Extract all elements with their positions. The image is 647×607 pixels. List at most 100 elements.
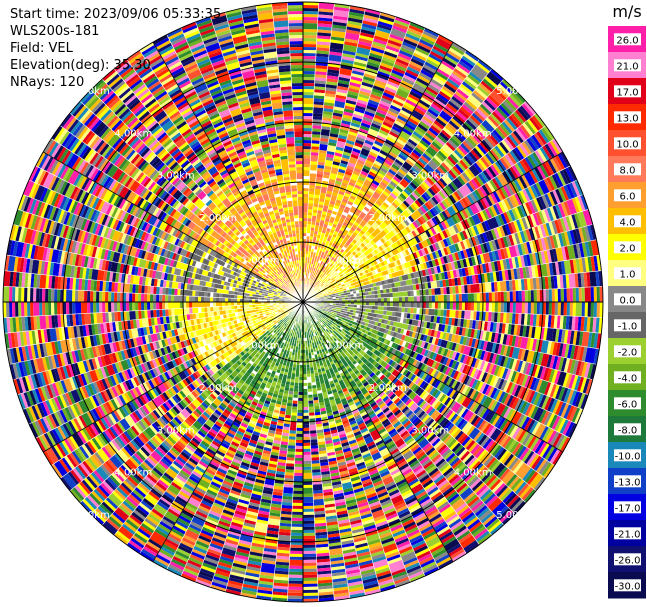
colorbar-tick-bg xyxy=(614,241,641,254)
azimuth-line xyxy=(42,151,304,303)
ray-separator xyxy=(302,301,504,526)
colorbar-tick-bg xyxy=(614,553,641,566)
ray-separator xyxy=(302,301,527,503)
colorbar-tick-bg xyxy=(614,449,641,462)
ray-separator xyxy=(255,301,304,599)
ray-separator xyxy=(13,301,304,380)
colorbar-tick-label: 0.0 xyxy=(620,295,636,306)
colorbar-tick-bg xyxy=(614,33,641,46)
range-ring-label: 3.00km xyxy=(411,171,449,182)
colorbar-tick-bg xyxy=(614,215,641,228)
ray-separator xyxy=(302,254,600,303)
colorbar-tick-bg xyxy=(614,501,641,514)
velocity-gates xyxy=(186,146,395,301)
colorbar-tick-label: 8.0 xyxy=(620,165,636,176)
colorbar-tick-bg xyxy=(614,527,641,540)
range-ring xyxy=(122,121,484,483)
range-ring-label: 1.00km xyxy=(242,340,280,351)
ray-separator xyxy=(69,301,304,492)
colorbar-tick-bg xyxy=(614,59,641,72)
ray-separator xyxy=(6,301,304,350)
range-ring-label: 1.00km xyxy=(327,340,365,351)
ray-separator xyxy=(302,78,504,303)
range-ring-label: 5.00km xyxy=(72,510,110,521)
azimuth-line xyxy=(152,301,304,563)
colorbar-tick-label: 21.0 xyxy=(616,61,638,72)
range-ring xyxy=(62,61,544,543)
colorbar-tick-label: -30.0 xyxy=(615,581,641,592)
range-ring xyxy=(182,181,424,423)
elevation-text: Elevation(deg): 35.30 xyxy=(10,58,151,73)
ray-separator xyxy=(302,301,366,596)
ray-separator xyxy=(240,301,304,596)
range-ring-label: 2.00km xyxy=(369,383,407,394)
ray-separator xyxy=(210,16,304,303)
colorbar-tick-label: 1.0 xyxy=(620,269,636,280)
colorbar-tick-bg xyxy=(614,319,641,332)
colorbar-tick-label: -2.0 xyxy=(618,347,638,358)
nrays-text: NRays: 120 xyxy=(10,75,85,90)
ray-separator xyxy=(60,125,304,303)
ray-separator xyxy=(195,301,304,583)
ray-separator xyxy=(22,194,304,303)
ray-separator xyxy=(166,301,304,570)
colorbar-tick-bg xyxy=(614,293,641,306)
ray-separator xyxy=(113,68,304,303)
colorbar-tick-label: 17.0 xyxy=(616,87,638,98)
ray-separator xyxy=(302,179,578,303)
ray-separator xyxy=(102,301,304,526)
ray-separator xyxy=(286,2,304,303)
ray-separator xyxy=(180,27,304,303)
ray-separator xyxy=(102,78,304,303)
ray-separator xyxy=(17,209,304,303)
ray-separator xyxy=(195,21,304,303)
ray-separator xyxy=(302,68,493,303)
ray-separator xyxy=(79,101,304,303)
range-ring-label: 3.00km xyxy=(411,425,449,436)
ray-separator xyxy=(286,301,304,602)
velocity-gates xyxy=(33,8,600,599)
start-time-text: Start time: 2023/09/06 05:33:35 xyxy=(10,7,222,22)
colorbar-tick-label: 2.0 xyxy=(620,243,636,254)
ray-separator xyxy=(302,50,467,303)
ray-separator xyxy=(139,50,304,303)
ray-separator xyxy=(126,59,304,303)
colorbar-tick-bg xyxy=(614,189,641,202)
ray-separator xyxy=(240,8,304,303)
scan-info: Start time: 2023/09/06 05:33:35 WLS200s-… xyxy=(10,6,221,91)
colorbar-tick-bg xyxy=(614,423,641,436)
ray-separator xyxy=(180,301,304,577)
azimuth-line xyxy=(302,301,564,453)
ray-separator xyxy=(302,2,320,303)
ray-separator xyxy=(17,301,304,395)
range-ring xyxy=(242,241,364,363)
ray-separator xyxy=(302,101,527,303)
ray-separator xyxy=(28,301,304,425)
ray-separator xyxy=(302,301,600,350)
ray-separator xyxy=(302,301,440,570)
ray-separator xyxy=(302,301,381,592)
colorbar-tick-label: -4.0 xyxy=(618,373,638,384)
ray-separator xyxy=(302,239,597,303)
ray-separator xyxy=(302,301,589,395)
colorbar-tick-bg xyxy=(614,267,641,280)
ray-separator xyxy=(302,301,537,492)
ray-separator xyxy=(302,138,555,303)
colorbar-tick-bg xyxy=(614,397,641,410)
ray-separator xyxy=(302,209,589,303)
ray-separator xyxy=(255,5,304,303)
ray-separator xyxy=(90,301,304,515)
colorbar-tick-bg xyxy=(614,85,641,98)
ray-separator xyxy=(302,301,493,536)
ray-separator xyxy=(51,301,304,466)
range-ring-label: 2.00km xyxy=(199,213,237,224)
ray-separator xyxy=(210,301,304,588)
range-ring-label: 5.00km xyxy=(72,86,110,97)
ray-separator xyxy=(302,224,593,303)
ray-separator xyxy=(28,179,304,303)
velocity-gates xyxy=(165,231,437,347)
ray-separator xyxy=(302,301,351,599)
ray-separator xyxy=(60,301,304,479)
instrument-text: WLS200s-181 xyxy=(10,24,100,39)
